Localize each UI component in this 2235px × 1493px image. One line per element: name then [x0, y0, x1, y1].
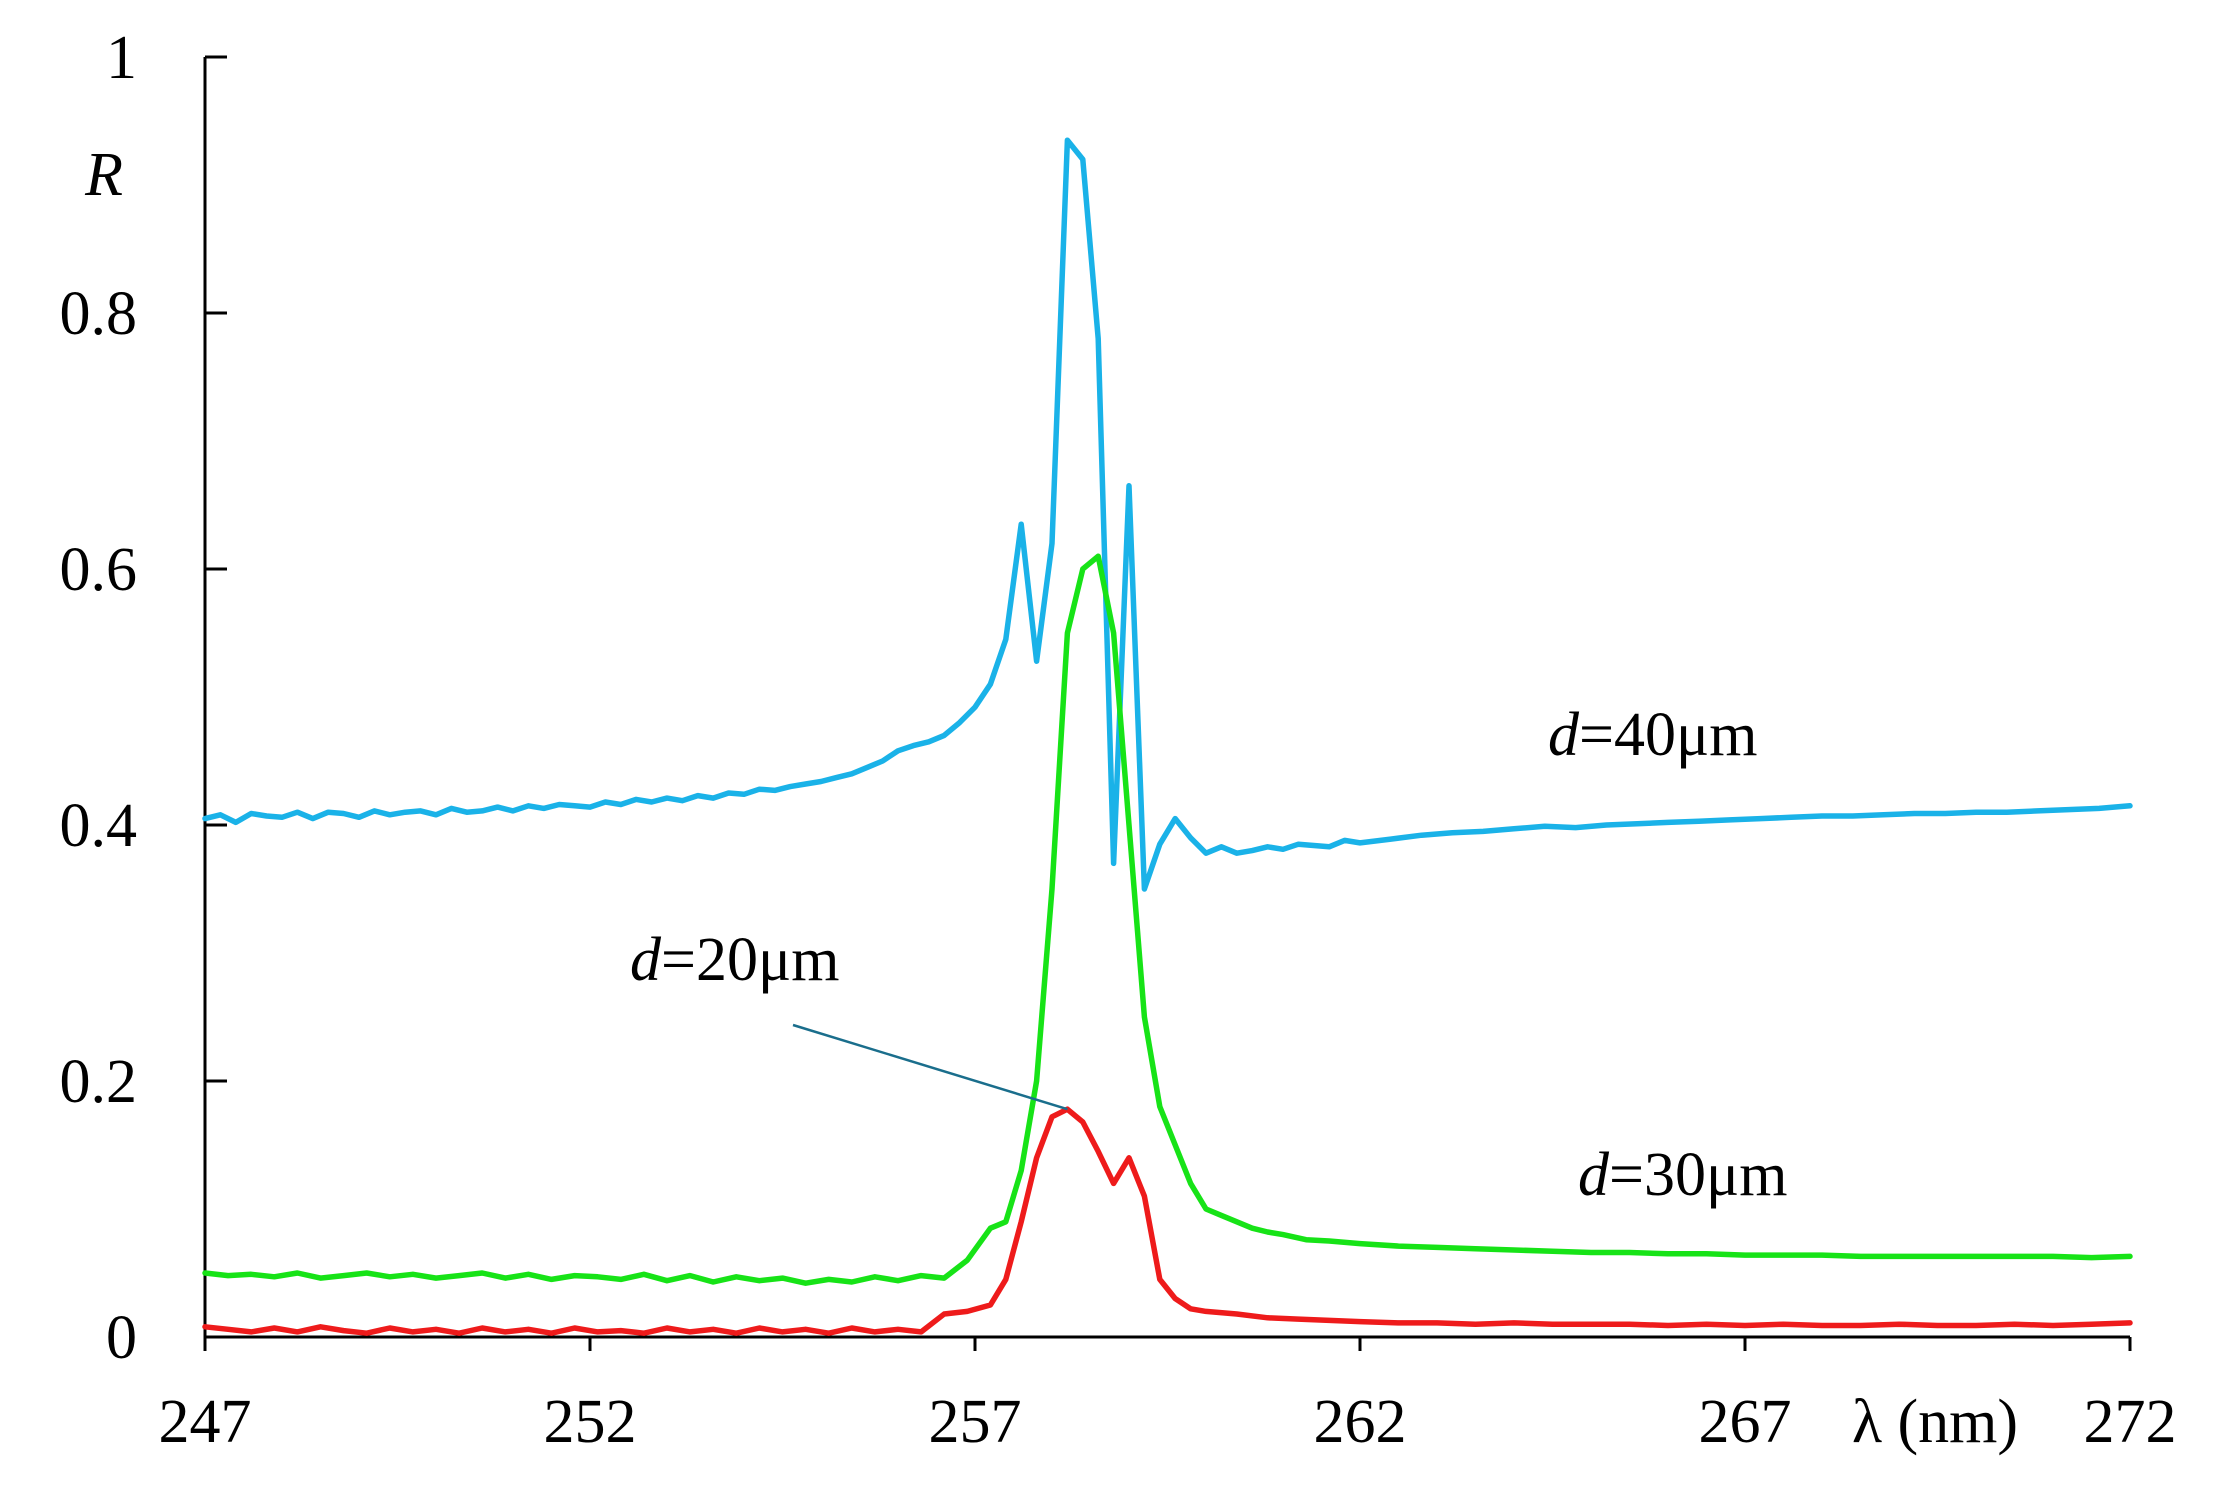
series-line-d30	[202, 553, 2133, 1286]
y-tick-label: 0	[106, 1304, 137, 1372]
x-axis-label: λ (nm)	[1852, 1388, 2018, 1456]
annotation-d40-text: =40μm	[1579, 701, 1757, 769]
x-tick-label: 247	[159, 1388, 252, 1456]
series-line-d40	[202, 137, 2133, 892]
y-tick-label: 0.6	[60, 536, 138, 604]
y-axis-label: R	[84, 141, 123, 209]
x-tick-label: 267	[1699, 1388, 1792, 1456]
y-tick-label: 0.2	[60, 1048, 138, 1116]
annotation-d20-var: d	[630, 926, 662, 994]
y-tick-label: 1	[106, 24, 137, 92]
x-tick-label: 272	[2084, 1388, 2177, 1456]
x-tick-label: 257	[929, 1388, 1022, 1456]
annotation-d20-text: =20μm	[661, 926, 839, 994]
x-tick-label: 262	[1314, 1388, 1407, 1456]
series-line-d20	[202, 1106, 2133, 1336]
axes: 247 252 257 262 267 272 0 0.2 0.4 0.6 0.8 1 Rλ (nm)	[60, 24, 2177, 1456]
series-layer	[202, 137, 2133, 1336]
y-tick-label: 0.4	[60, 792, 138, 860]
annotation-d30: d=30μm	[1578, 1141, 1787, 1209]
annotation-d30-text: =30μm	[1609, 1141, 1787, 1209]
annotation-d20-leader-line	[792, 1023, 1068, 1111]
annotation-d40: d=40μm	[1548, 701, 1757, 769]
annotation-d20: d=20μm	[630, 926, 839, 994]
annotation-d30-var: d	[1578, 1141, 1610, 1209]
x-tick-label: 252	[544, 1388, 637, 1456]
annotation-d40-var: d	[1548, 701, 1580, 769]
y-tick-label: 0.8	[60, 280, 138, 348]
